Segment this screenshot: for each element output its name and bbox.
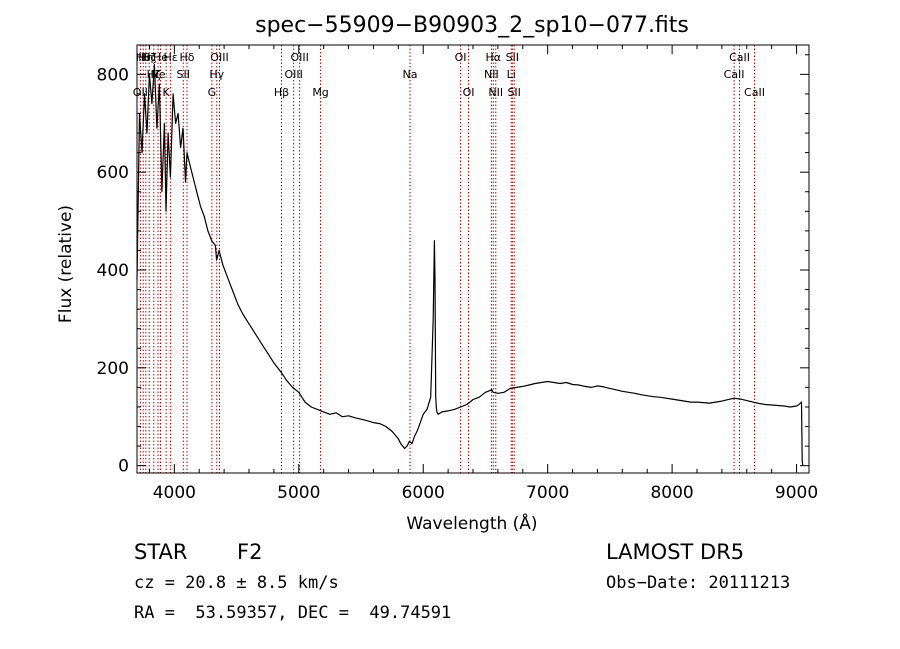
line-label-17: Mg	[312, 86, 328, 99]
observation-date: Obs−Date: 20111213	[606, 573, 791, 593]
line-label-25: SII	[506, 51, 519, 64]
line-label-3: Hζ	[142, 51, 156, 64]
x-tick-label-6000: 6000	[402, 483, 445, 503]
line-label-10: SII	[177, 68, 190, 81]
line-label-19: OI	[455, 51, 467, 64]
line-label-9: Hδ	[180, 51, 195, 64]
redshift-cz: cz = 20.8 ± 8.5 km/s	[134, 573, 339, 593]
line-label-16: OIII	[290, 51, 308, 64]
emission-line-markers	[139, 45, 755, 473]
line-label-12: Hγ	[209, 68, 224, 81]
line-label-22: Hα	[486, 51, 502, 64]
y-tick-label-800: 800	[97, 65, 129, 85]
chart-title: spec−55909−B90903_2_sp10−077.fits	[255, 13, 689, 38]
object-subclass: F2	[237, 540, 263, 564]
line-label-24: Li	[507, 68, 516, 81]
line-label-5: Ne	[151, 68, 166, 81]
object-class: STAR	[134, 540, 188, 564]
line-label-20: OI	[463, 86, 475, 99]
line-label-23: NII	[488, 86, 503, 99]
coordinates: RA = 53.59357, DEC = 49.74591	[134, 603, 452, 623]
line-label-26: SII	[507, 86, 520, 99]
line-label-21: NII	[484, 68, 499, 81]
x-axis-label: Wavelength (Å)	[406, 512, 537, 534]
y-tick-label-200: 200	[97, 359, 129, 379]
x-tick-label-4000: 4000	[153, 483, 196, 503]
y-tick-label-600: 600	[97, 163, 129, 183]
x-tick-label-8000: 8000	[650, 483, 693, 503]
line-label-7: K	[163, 86, 171, 99]
line-label-13: OIII	[210, 51, 228, 64]
line-label-1: Hθ	[136, 51, 151, 64]
line-label-6: He	[153, 51, 168, 64]
line-label-14: Hβ	[274, 86, 289, 99]
line-label-29: CaII	[744, 86, 765, 99]
spectrum-line-0	[136, 63, 804, 466]
y-tick-label-400: 400	[97, 261, 129, 281]
line-label-8: Hε	[163, 51, 177, 64]
x-tick-label-5000: 5000	[277, 483, 320, 503]
line-label-15: OIII	[284, 68, 302, 81]
x-tick-label-9000: 9000	[775, 483, 818, 503]
line-label-2: Hη	[138, 51, 153, 64]
spectrum-series	[136, 63, 804, 466]
plot-frame	[136, 44, 810, 474]
y-tick-label-0: 0	[118, 457, 129, 477]
line-label-18: Na	[403, 68, 418, 81]
line-label-11: G	[208, 86, 217, 99]
survey-name: LAMOST DR5	[606, 540, 745, 564]
y-axis-ticks: 0 200 400 600 800	[97, 54, 809, 477]
x-axis-ticks: 4000 5000 6000 7000 8000 9000	[148, 45, 818, 503]
x-tick-label-7000: 7000	[526, 483, 569, 503]
line-label-27: CaII	[724, 68, 745, 81]
y-axis-label: Flux (relative)	[56, 205, 76, 323]
line-label-0: OII	[133, 86, 148, 99]
line-label-28: CaII	[729, 51, 750, 64]
